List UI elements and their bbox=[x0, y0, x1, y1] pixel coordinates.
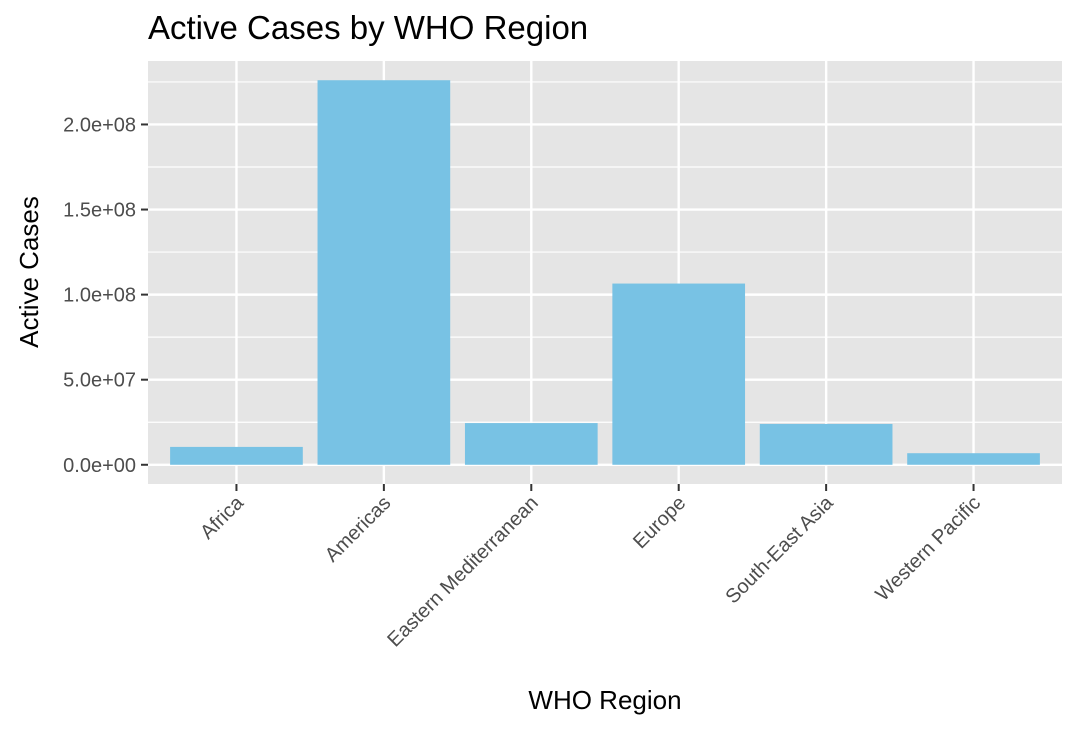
bar-south-east-asia bbox=[759, 423, 893, 465]
y-axis: 0.0e+00 5.0e+07 1.0e+08 1.5e+08 2.0e+08 bbox=[63, 114, 148, 477]
x-axis-title: WHO Region bbox=[528, 685, 681, 715]
chart-title: Active Cases by WHO Region bbox=[148, 9, 588, 46]
x-tick-label: Europe bbox=[629, 492, 690, 553]
bar-europe bbox=[612, 283, 746, 465]
y-tick-label: 2.0e+08 bbox=[63, 114, 136, 136]
y-tick-label: 5.0e+07 bbox=[63, 370, 136, 392]
bar-eastern-mediterranean bbox=[464, 423, 598, 465]
grid-lines bbox=[148, 61, 1062, 484]
bar-western-pacific bbox=[907, 453, 1040, 465]
y-axis-title: Active Cases bbox=[14, 196, 44, 348]
y-tick-label: 1.0e+08 bbox=[63, 285, 136, 307]
plot-panel bbox=[148, 61, 1062, 484]
x-tick-label: Western Pacific bbox=[872, 492, 986, 606]
y-tick-label: 0.0e+00 bbox=[63, 455, 136, 477]
bars bbox=[170, 80, 1040, 465]
bar-africa bbox=[170, 446, 303, 465]
bar-americas bbox=[317, 80, 451, 465]
x-tick-label: Eastern Mediterranean bbox=[383, 492, 542, 651]
x-tick-label: South-East Asia bbox=[721, 491, 838, 608]
y-tick-label: 1.5e+08 bbox=[63, 200, 136, 222]
x-tick-label: Americas bbox=[321, 492, 396, 567]
x-tick-label: Africa bbox=[196, 491, 248, 543]
